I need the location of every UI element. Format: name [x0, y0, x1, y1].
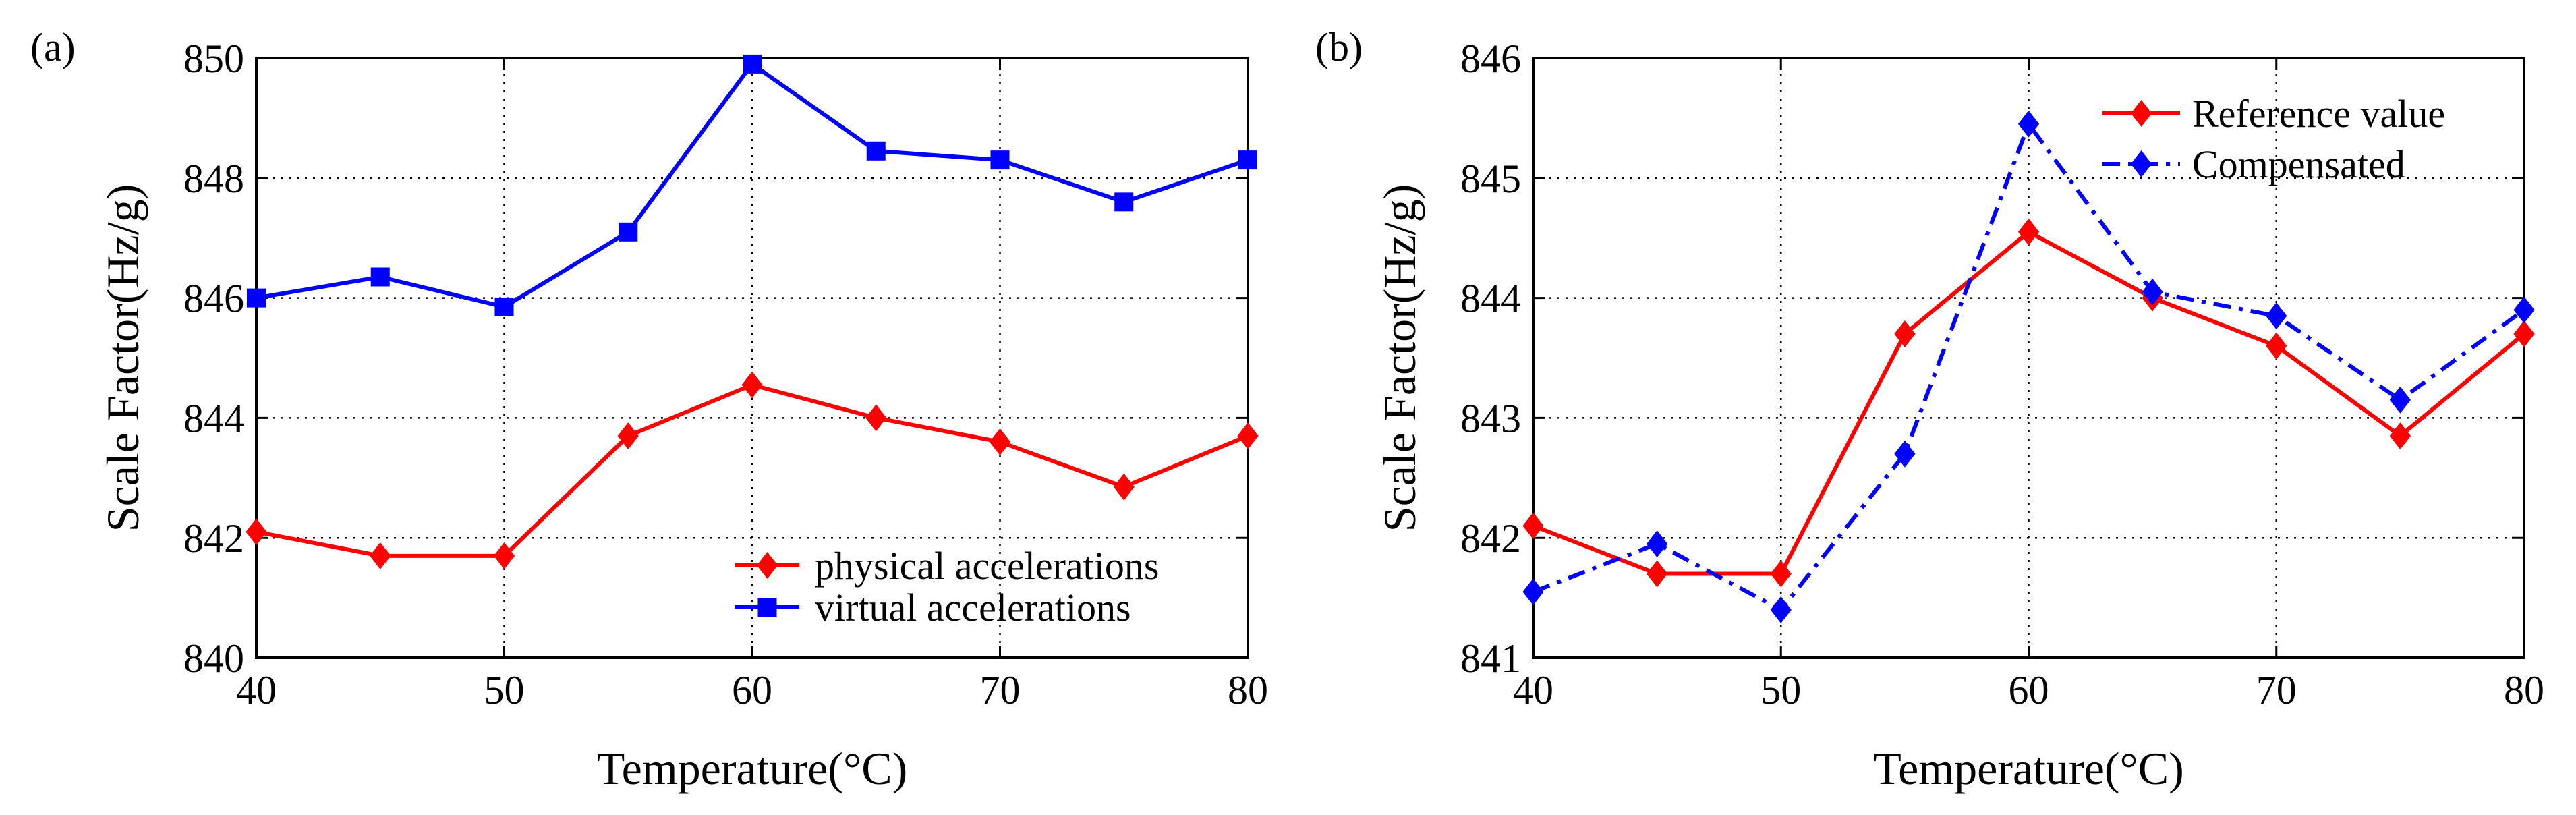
data-point	[494, 297, 514, 316]
panel-b: 40 50 60 70 80 841 842 843 844 845 846 Temperature(…	[1315, 25, 2544, 794]
legend-entry: Compensated	[2102, 142, 2405, 186]
y-axis-title: Scale Factor(Hz/g)	[97, 184, 148, 532]
data-point	[1237, 422, 1259, 450]
data-point	[1770, 596, 1792, 623]
data-point	[370, 542, 391, 569]
y-tick-label: 840	[183, 636, 244, 681]
y-axis-title: Scale Factor(Hz/g)	[1374, 184, 1425, 532]
legend-marker	[2130, 150, 2152, 177]
data-point	[2389, 386, 2411, 414]
data-point	[1894, 320, 1916, 347]
y-tick-label: 844	[183, 396, 244, 441]
data-point	[2017, 218, 2040, 246]
data-point	[2266, 332, 2287, 360]
y-tick-label: 841	[1460, 636, 1521, 681]
x-tick-label: 60	[732, 668, 772, 712]
x-tick-label: 80	[2504, 668, 2544, 712]
data-point	[1114, 192, 1134, 212]
y-tick-label: 846	[183, 277, 244, 321]
data-point	[989, 428, 1011, 455]
legend-marker	[2130, 100, 2152, 127]
data-point	[370, 267, 390, 287]
x-tick-label: 80	[1228, 668, 1268, 712]
legend-label: physical accelerations	[815, 544, 1159, 588]
x-tick-label: 50	[1761, 668, 1801, 712]
legend-label: virtual accelerations	[815, 586, 1131, 629]
series-compensated	[1522, 110, 2535, 623]
y-tick-label: 845	[1460, 157, 1521, 201]
data-point	[2266, 302, 2287, 330]
x-tick-label: 40	[236, 668, 277, 712]
x-tick-label: 60	[2009, 668, 2049, 712]
series-physical-accelerations	[246, 371, 1259, 569]
x-axis-title: Temperature(°C)	[1873, 743, 2183, 794]
data-point	[1647, 530, 1668, 558]
legend-label: Reference value	[2192, 92, 2445, 136]
legend-marker	[756, 552, 778, 579]
y-tick-label: 842	[183, 516, 244, 561]
panel-label: (b)	[1315, 25, 1363, 69]
data-point	[743, 54, 762, 74]
y-tick-label: 842	[1460, 516, 1521, 561]
series-line	[1532, 229, 2525, 576]
legend-marker	[757, 598, 777, 617]
data-point	[1113, 473, 1135, 501]
data-point	[741, 371, 763, 399]
x-axis-title: Temperature(°C)	[597, 743, 907, 794]
legend-label: Compensated	[2192, 142, 2405, 186]
data-point	[1894, 440, 1916, 468]
legend-entry: virtual accelerations	[735, 586, 1131, 629]
data-point	[2513, 320, 2535, 347]
data-point	[2142, 278, 2163, 306]
legend-entry: Reference value	[2102, 92, 2445, 136]
x-tick-label: 70	[2256, 668, 2297, 712]
data-point	[2513, 296, 2535, 324]
legend-entry: physical accelerations	[735, 544, 1159, 588]
data-point	[866, 141, 886, 161]
panel-label: (a)	[30, 25, 76, 69]
data-point	[617, 422, 639, 450]
data-point	[865, 404, 887, 432]
data-point	[2389, 422, 2411, 450]
series-line	[256, 383, 1249, 558]
data-point	[1770, 560, 1792, 588]
y-tick-label: 846	[1460, 36, 1521, 81]
panel-a: 40 50 60 70 80 840 842 844 846 848 850 Temperature(…	[30, 25, 1268, 794]
data-point	[1238, 150, 1257, 170]
x-tick-label: 40	[1513, 668, 1553, 712]
x-tick-label: 70	[980, 668, 1021, 712]
data-point	[1522, 578, 1544, 606]
data-point	[246, 518, 267, 546]
data-point	[990, 150, 1010, 170]
data-point	[493, 542, 515, 569]
data-point	[1522, 512, 1544, 540]
series-virtual-accelerations	[247, 54, 1257, 316]
data-point	[247, 288, 266, 308]
x-tick-label: 50	[484, 668, 525, 712]
y-tick-label: 848	[183, 157, 244, 201]
series-reference-value	[1522, 218, 2535, 588]
series-line	[1532, 121, 2525, 612]
y-tick-label: 843	[1460, 396, 1521, 441]
y-tick-label: 844	[1460, 277, 1521, 321]
data-point	[619, 222, 638, 242]
data-point	[1647, 560, 1668, 588]
data-point	[2017, 110, 2040, 138]
y-tick-label: 850	[183, 36, 244, 81]
